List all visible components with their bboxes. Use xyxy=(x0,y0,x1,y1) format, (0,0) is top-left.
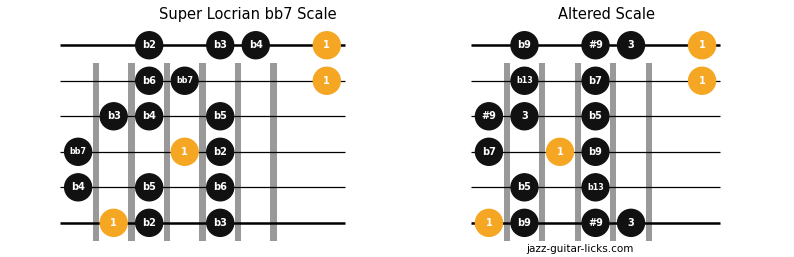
Circle shape xyxy=(582,138,609,165)
Text: 3: 3 xyxy=(627,218,634,228)
Circle shape xyxy=(136,209,163,236)
Circle shape xyxy=(618,32,645,59)
Bar xyxy=(129,63,135,241)
Circle shape xyxy=(688,32,715,59)
Circle shape xyxy=(100,209,127,236)
Text: #9: #9 xyxy=(588,218,603,228)
Circle shape xyxy=(242,32,269,59)
Circle shape xyxy=(172,67,198,94)
Text: b5: b5 xyxy=(142,182,156,192)
Circle shape xyxy=(136,103,163,130)
Circle shape xyxy=(314,32,341,59)
Bar xyxy=(539,63,545,241)
Bar xyxy=(610,63,616,241)
Circle shape xyxy=(206,138,233,165)
Text: b4: b4 xyxy=(249,40,263,50)
Circle shape xyxy=(206,174,233,201)
Text: b2: b2 xyxy=(214,147,227,157)
Text: 3: 3 xyxy=(521,111,528,121)
Text: Altered Scale: Altered Scale xyxy=(557,7,655,22)
Text: b7: b7 xyxy=(588,76,603,86)
Circle shape xyxy=(206,209,233,236)
Bar xyxy=(235,63,241,241)
Text: b2: b2 xyxy=(142,40,156,50)
Text: 1: 1 xyxy=(557,147,564,157)
Circle shape xyxy=(618,209,645,236)
Circle shape xyxy=(206,103,233,130)
Circle shape xyxy=(582,32,609,59)
Text: b13: b13 xyxy=(516,76,533,85)
Bar xyxy=(199,63,206,241)
Circle shape xyxy=(546,138,573,165)
Text: b3: b3 xyxy=(214,218,227,228)
Text: b5: b5 xyxy=(518,182,531,192)
Bar xyxy=(646,63,652,241)
Bar xyxy=(270,63,276,241)
Text: 1: 1 xyxy=(699,76,705,86)
Circle shape xyxy=(136,174,163,201)
Bar xyxy=(93,63,99,241)
Bar xyxy=(164,63,170,241)
Circle shape xyxy=(582,103,609,130)
Circle shape xyxy=(314,67,341,94)
Text: b9: b9 xyxy=(588,147,603,157)
Text: bb7: bb7 xyxy=(70,147,87,156)
Text: b3: b3 xyxy=(106,111,121,121)
Circle shape xyxy=(64,174,91,201)
Circle shape xyxy=(688,67,715,94)
Circle shape xyxy=(476,209,503,236)
Circle shape xyxy=(511,103,538,130)
Bar xyxy=(575,63,581,241)
Circle shape xyxy=(582,174,609,201)
Text: b6: b6 xyxy=(142,76,156,86)
Circle shape xyxy=(582,67,609,94)
Text: 1: 1 xyxy=(110,218,117,228)
Bar xyxy=(503,63,510,241)
Circle shape xyxy=(582,209,609,236)
Circle shape xyxy=(136,32,163,59)
Text: b2: b2 xyxy=(142,218,156,228)
Circle shape xyxy=(136,67,163,94)
Circle shape xyxy=(511,174,538,201)
Text: bb7: bb7 xyxy=(176,76,193,85)
Text: 1: 1 xyxy=(486,218,492,228)
Text: #9: #9 xyxy=(481,111,496,121)
Text: b9: b9 xyxy=(518,40,531,50)
Text: b7: b7 xyxy=(482,147,496,157)
Circle shape xyxy=(64,138,91,165)
Text: b4: b4 xyxy=(71,182,85,192)
Text: #9: #9 xyxy=(588,40,603,50)
Text: b3: b3 xyxy=(214,40,227,50)
Text: b5: b5 xyxy=(214,111,227,121)
Circle shape xyxy=(476,103,503,130)
Text: jazz-guitar-licks.com: jazz-guitar-licks.com xyxy=(526,244,634,254)
Text: 3: 3 xyxy=(627,40,634,50)
Circle shape xyxy=(476,138,503,165)
Text: b4: b4 xyxy=(142,111,156,121)
Text: b13: b13 xyxy=(587,183,604,192)
Circle shape xyxy=(206,32,233,59)
Text: 1: 1 xyxy=(181,147,188,157)
Text: 1: 1 xyxy=(323,76,330,86)
Text: b5: b5 xyxy=(588,111,603,121)
Circle shape xyxy=(511,209,538,236)
Circle shape xyxy=(172,138,198,165)
Circle shape xyxy=(511,32,538,59)
Circle shape xyxy=(100,103,127,130)
Text: Super Locrian bb7 Scale: Super Locrian bb7 Scale xyxy=(160,7,337,22)
Text: 1: 1 xyxy=(699,40,705,50)
Circle shape xyxy=(511,67,538,94)
Text: b6: b6 xyxy=(214,182,227,192)
Text: b9: b9 xyxy=(518,218,531,228)
Text: 1: 1 xyxy=(323,40,330,50)
